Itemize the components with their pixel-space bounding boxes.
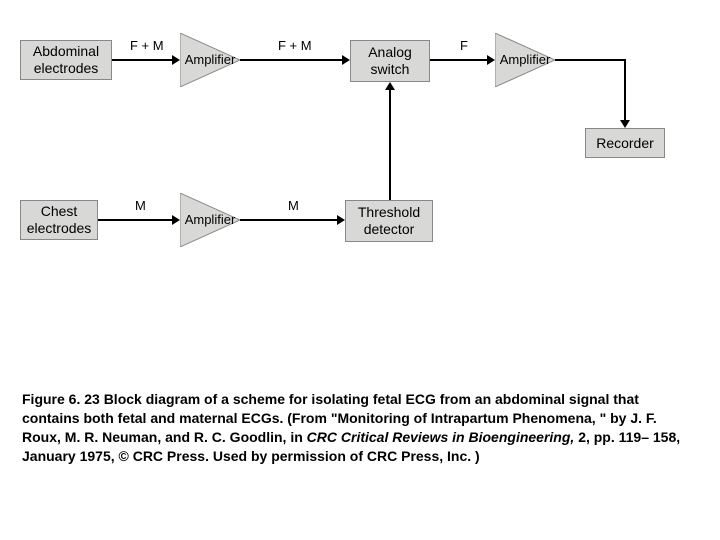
figure-caption: Figure 6. 23 Block diagram of a scheme f…	[22, 390, 698, 466]
node-chest-electrodes: Chestelectrodes	[20, 200, 98, 240]
edge-label-m-1: M	[135, 198, 146, 213]
amplifier-1-label: Amplifier	[180, 52, 240, 67]
node-threshold-detector: Thresholddetector	[345, 200, 433, 242]
node-amplifier-2: Amplifier	[495, 33, 555, 87]
node-amplifier-1: Amplifier	[180, 33, 240, 87]
arrowhead-icon	[172, 55, 180, 65]
arrowhead-icon	[620, 120, 630, 128]
edge-amp2-to-recorder-h	[555, 59, 625, 61]
edge-label-fm-1: F + M	[130, 38, 164, 53]
amplifier-2-label: Amplifier	[495, 52, 555, 67]
node-amplifier-3: Amplifier	[180, 193, 240, 247]
edge-thresh-to-switch	[389, 90, 391, 200]
caption-italic: CRC Critical Reviews in Bioengineering,	[307, 429, 579, 445]
arrowhead-icon	[172, 215, 180, 225]
arrowhead-icon	[337, 215, 345, 225]
edge-amp2-to-recorder-v	[624, 59, 626, 120]
arrowhead-icon	[487, 55, 495, 65]
arrowhead-icon	[342, 55, 350, 65]
edge-label-m-2: M	[288, 198, 299, 213]
node-analog-switch: Analogswitch	[350, 40, 430, 82]
arrowhead-icon	[385, 82, 395, 90]
edge-chest-to-amp3	[98, 219, 172, 221]
edge-label-fm-2: F + M	[278, 38, 312, 53]
edge-label-f: F	[460, 38, 468, 53]
block-diagram: Abdominalelectrodes Amplifier Analogswit…	[20, 20, 700, 300]
amplifier-3-label: Amplifier	[180, 212, 240, 227]
edge-amp3-to-thresh	[240, 219, 337, 221]
node-recorder: Recorder	[585, 128, 665, 158]
edge-amp1-to-switch	[240, 59, 342, 61]
edge-switch-to-amp2	[430, 59, 487, 61]
edge-abd-to-amp1	[112, 59, 172, 61]
node-abdominal-electrodes: Abdominalelectrodes	[20, 40, 112, 80]
